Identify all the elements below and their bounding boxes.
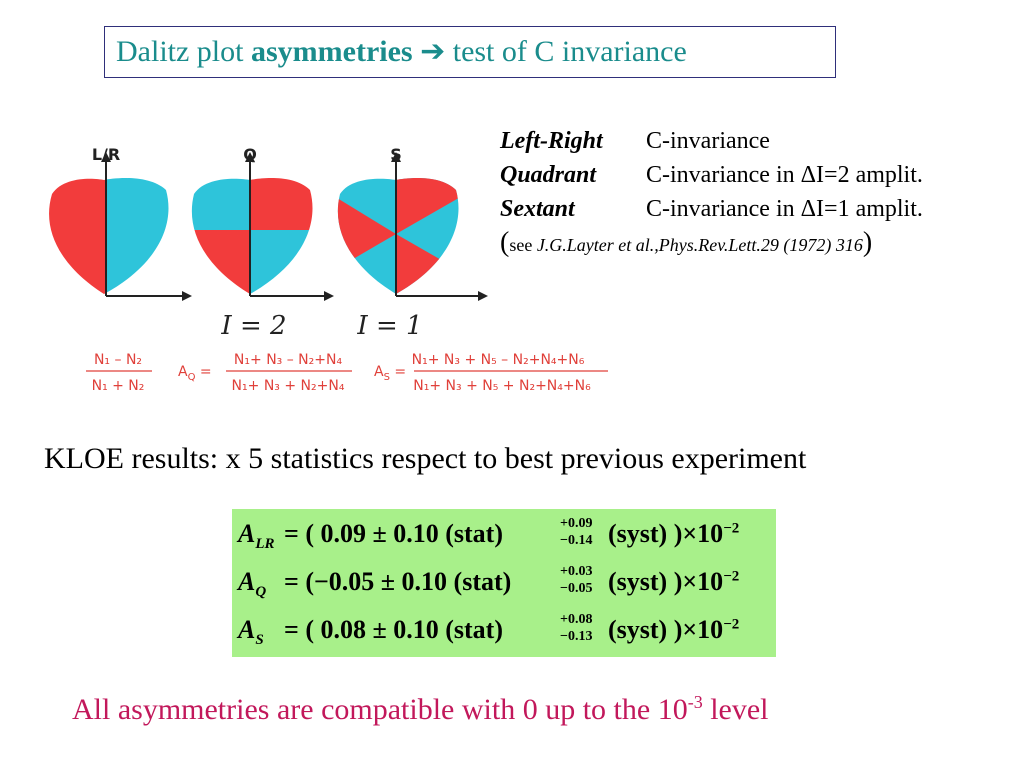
lr-dalitz-shape — [49, 178, 169, 294]
axes — [105, 160, 480, 297]
definition-row: Left-Right C-invariance — [500, 124, 1020, 158]
as-numerator: N₁+ N₃ + N₅ – N₂+N₄+N₆ — [412, 352, 585, 368]
result-row-lr: ALR = ( 0.09 ± 0.10 (stat) +0.09 −0.14 (s… — [232, 513, 776, 559]
result-symbol: AS — [238, 615, 264, 649]
slide-title: Dalitz plot asymmetries ➔ test of C inva… — [104, 26, 836, 78]
kloe-results-line: KLOE results: x 5 statistics respect to … — [44, 442, 807, 475]
axis-arrowheads — [101, 152, 488, 301]
q-label: Q — [243, 146, 257, 164]
title-part2: test of C invariance — [445, 35, 687, 68]
title-part1: Dalitz plot — [116, 35, 251, 68]
asymmetry-formulas: N₁ – N₂ N₁ + N₂ AQ = N₁+ N₃ – N₂+N₄ N₁+ … — [86, 352, 608, 394]
quadrant-dalitz-shape — [191, 178, 313, 294]
definition-term: Left-Right — [500, 128, 603, 154]
result-tail: (syst) )×10−2 — [608, 615, 740, 644]
isospin-1-label: I = 1 — [356, 311, 422, 341]
result-syst-errors: +0.09 −0.14 — [560, 516, 593, 548]
isospin-2-label: I = 2 — [220, 311, 286, 341]
definition-desc: C-invariance — [646, 128, 770, 154]
result-tail: (syst) )×10−2 — [608, 519, 740, 548]
s-label: S — [390, 146, 402, 164]
result-value: = ( 0.08 ± 0.10 (stat) — [284, 615, 503, 644]
definition-term: Sextant — [500, 196, 575, 222]
result-tail: (syst) )×10−2 — [608, 567, 740, 596]
lr-label: L/R — [92, 146, 120, 164]
reference-line: (see J.G.Layter et al.,Phys.Rev.Lett.29 … — [500, 227, 873, 258]
aq-denominator: N₁+ N₃ + N₂+N₄ — [232, 378, 345, 394]
arrow-icon: ➔ — [420, 35, 446, 68]
results-box: ALR = ( 0.09 ± 0.10 (stat) +0.09 −0.14 (s… — [232, 509, 776, 657]
as-denominator: N₁+ N₃ + N₅ + N₂+N₄+N₆ — [413, 378, 591, 394]
definition-desc: C-invariance in ΔI=1 amplit. — [646, 196, 923, 222]
definition-term: Quadrant — [500, 162, 597, 188]
aq-symbol: AQ = — [178, 364, 212, 383]
aq-numerator: N₁+ N₃ – N₂+N₄ — [234, 352, 343, 368]
result-value: = (−0.05 ± 0.10 (stat) — [284, 567, 512, 596]
definition-row: Sextant C-invariance in ΔI=1 amplit. — [500, 192, 1020, 226]
as-symbol: AS = — [374, 364, 406, 383]
reference-citation: J.G.Layter et al.,Phys.Rev.Lett.29 (1972… — [536, 235, 863, 255]
result-value: = ( 0.09 ± 0.10 (stat) — [284, 519, 503, 548]
lr-denominator: N₁ + N₂ — [92, 378, 145, 394]
result-row-q: AQ = (−0.05 ± 0.10 (stat) +0.03 −0.05 (sy… — [232, 561, 776, 607]
result-syst-errors: +0.03 −0.05 — [560, 564, 593, 596]
title-bold: asymmetries — [250, 35, 413, 68]
sextant-dalitz-shape — [337, 178, 459, 294]
result-symbol: AQ — [238, 567, 267, 601]
result-syst-errors: +0.08 −0.13 — [560, 612, 593, 644]
lr-numerator: N₁ – N₂ — [94, 352, 142, 368]
definition-desc: C-invariance in ΔI=2 amplit. — [646, 162, 923, 188]
reference-see: see — [509, 235, 537, 255]
result-row-s: AS = ( 0.08 ± 0.10 (stat) +0.08 −0.13 (sy… — [232, 609, 776, 655]
definition-row: Quadrant C-invariance in ΔI=2 amplit. — [500, 158, 1020, 192]
result-symbol: ALR — [238, 519, 275, 553]
definitions-list: Left-Right C-invariance Quadrant C-invar… — [500, 124, 1020, 266]
dalitz-figure: L/R Q S I = 2 I = 1 — [49, 146, 488, 341]
conclusion-text: All asymmetries are compatible with 0 up… — [72, 692, 769, 726]
